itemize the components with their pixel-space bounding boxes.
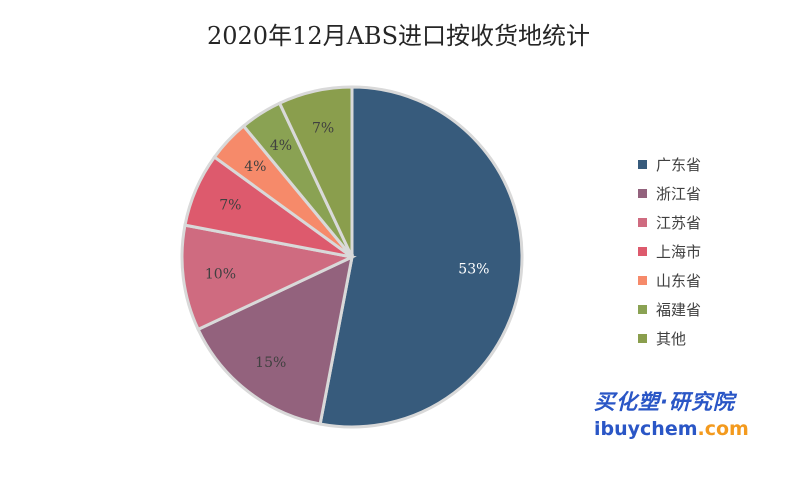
pie-slice-0 bbox=[318, 85, 524, 429]
legend-swatch bbox=[638, 334, 647, 343]
legend-swatch bbox=[638, 189, 647, 198]
legend-item: 广东省 bbox=[638, 150, 701, 179]
legend-swatch bbox=[638, 160, 647, 169]
legend-label: 其他 bbox=[656, 330, 687, 348]
watermark-logo: 买化塑·研究院 ibuychem.com bbox=[594, 386, 784, 440]
legend-item: 江苏省 bbox=[638, 208, 701, 237]
legend-label: 山东省 bbox=[656, 272, 702, 290]
watermark-brand-text: 买化塑·研究院 bbox=[594, 390, 735, 414]
legend-item: 山东省 bbox=[638, 266, 701, 295]
legend-swatch bbox=[638, 218, 647, 227]
legend-label: 浙江省 bbox=[656, 185, 702, 203]
watermark-url: ibuychem.com bbox=[594, 418, 784, 440]
pie-slice-2 bbox=[180, 223, 357, 332]
chart-legend: 广东省浙江省江苏省上海市山东省福建省其他 bbox=[638, 150, 701, 353]
legend-label: 江苏省 bbox=[656, 214, 702, 232]
legend-item: 上海市 bbox=[638, 237, 701, 266]
pie-data-label-4: 4% bbox=[244, 159, 266, 175]
watermark-url-domain: .com bbox=[697, 418, 749, 440]
legend-swatch bbox=[638, 305, 647, 314]
legend-item: 浙江省 bbox=[638, 179, 701, 208]
legend-item: 其他 bbox=[638, 324, 701, 353]
legend-label: 广东省 bbox=[656, 156, 702, 174]
legend-label: 福建省 bbox=[656, 301, 702, 319]
pie-data-label-2: 10% bbox=[205, 267, 236, 283]
pie-data-label-5: 4% bbox=[270, 138, 292, 154]
pie-data-label-3: 7% bbox=[219, 197, 241, 213]
legend-swatch bbox=[638, 247, 647, 256]
legend-label: 上海市 bbox=[656, 243, 702, 261]
legend-swatch bbox=[638, 276, 647, 285]
watermark-url-name: ibuychem bbox=[594, 418, 698, 440]
pie-data-label-6: 7% bbox=[312, 121, 334, 137]
pie-data-label-0: 53% bbox=[458, 262, 489, 278]
pie-slice-1 bbox=[196, 254, 355, 426]
legend-item: 福建省 bbox=[638, 295, 701, 324]
pie-data-labels: 53% 15% 10% 7% 4%4% 7% bbox=[205, 121, 490, 371]
pie-data-label-1: 15% bbox=[255, 355, 286, 371]
chart-title: 2020年12月ABS进口按收货地统计 bbox=[206, 22, 591, 50]
pie-slice-6 bbox=[277, 85, 354, 258]
pie-slices bbox=[180, 85, 524, 429]
